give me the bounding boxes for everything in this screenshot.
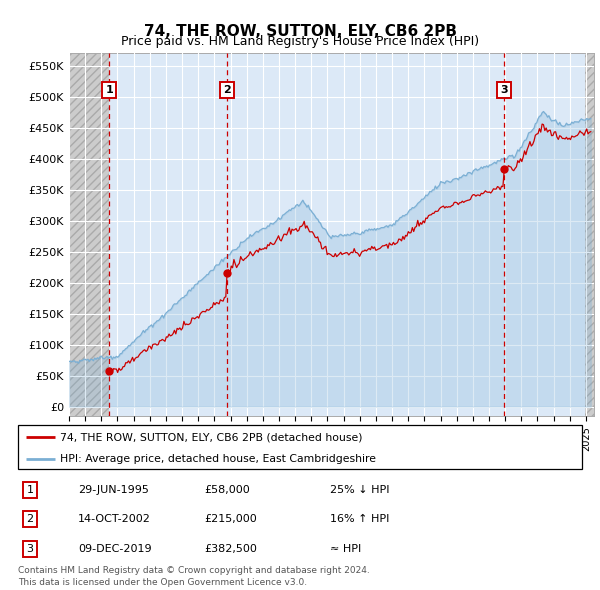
Text: 74, THE ROW, SUTTON, ELY, CB6 2PB: 74, THE ROW, SUTTON, ELY, CB6 2PB (143, 24, 457, 38)
Text: 3: 3 (500, 86, 508, 96)
Text: £215,000: £215,000 (204, 514, 257, 524)
Text: 2: 2 (26, 514, 34, 524)
Text: 1: 1 (26, 485, 34, 494)
Bar (69, 53, 109, 416)
Text: 25% ↓ HPI: 25% ↓ HPI (330, 485, 389, 494)
Text: Contains HM Land Registry data © Crown copyright and database right 2024.
This d: Contains HM Land Registry data © Crown c… (18, 566, 370, 587)
Text: 29-JUN-1995: 29-JUN-1995 (78, 485, 149, 494)
Text: 16% ↑ HPI: 16% ↑ HPI (330, 514, 389, 524)
Text: £382,500: £382,500 (204, 544, 257, 553)
Text: 14-OCT-2002: 14-OCT-2002 (78, 514, 151, 524)
Text: Price paid vs. HM Land Registry's House Price Index (HPI): Price paid vs. HM Land Registry's House … (121, 35, 479, 48)
Text: HPI: Average price, detached house, East Cambridgeshire: HPI: Average price, detached house, East… (60, 454, 376, 464)
Text: ≈ HPI: ≈ HPI (330, 544, 361, 553)
FancyBboxPatch shape (18, 425, 582, 469)
Text: 2: 2 (223, 86, 231, 96)
Text: £58,000: £58,000 (204, 485, 250, 494)
Bar (584, 53, 594, 416)
Text: 3: 3 (26, 544, 34, 553)
Text: 1: 1 (106, 86, 113, 96)
Text: 74, THE ROW, SUTTON, ELY, CB6 2PB (detached house): 74, THE ROW, SUTTON, ELY, CB6 2PB (detac… (60, 432, 363, 442)
Text: 09-DEC-2019: 09-DEC-2019 (78, 544, 152, 553)
